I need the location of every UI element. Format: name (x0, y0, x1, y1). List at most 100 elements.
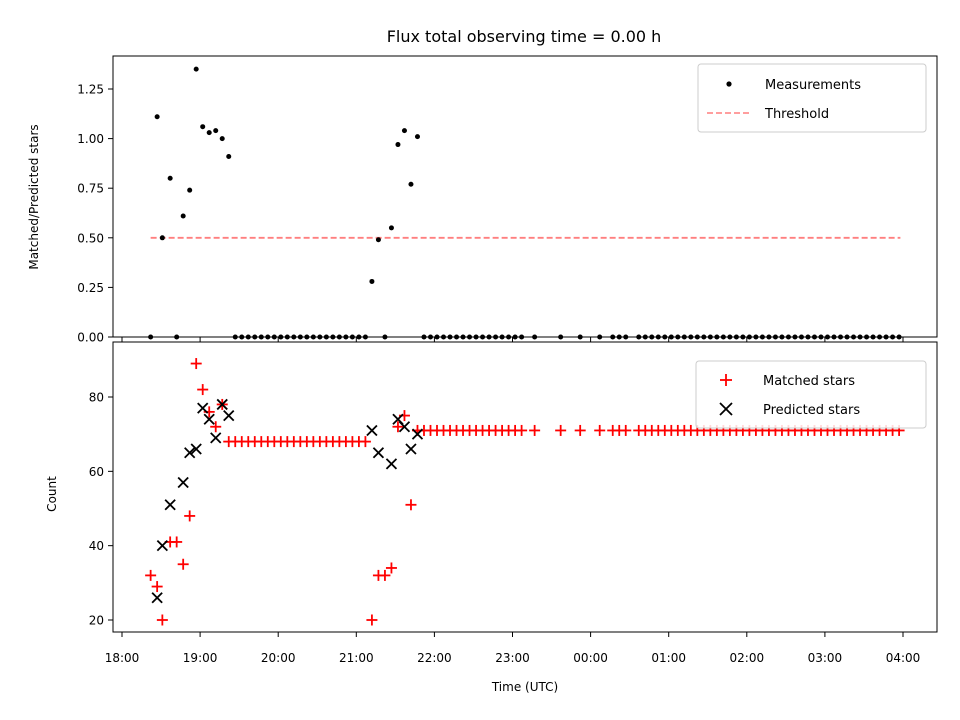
measurement-point (245, 334, 251, 340)
predicted-star-stroke-b (177, 476, 189, 489)
measurement-point (694, 334, 700, 340)
legend-predicted-label: Predicted stars (763, 403, 860, 418)
measurement-point (733, 334, 739, 340)
measurement-point (427, 334, 433, 340)
bottom-y-tick-label: 20 (89, 614, 104, 628)
measurement-point (759, 334, 765, 340)
measurement-point (480, 334, 486, 340)
predicted-star-point (223, 409, 235, 422)
matched-star-point (145, 569, 157, 581)
measurement-point (864, 334, 870, 340)
measurement-point (512, 334, 518, 340)
measurement-point (310, 334, 316, 340)
measurement-point (890, 334, 896, 340)
measurement-point (239, 334, 245, 340)
measurement-point (831, 334, 837, 340)
measurement-point (180, 213, 186, 219)
measurement-point (382, 334, 388, 340)
measurement-point (343, 334, 349, 340)
top-y-tick-label: 0.00 (77, 331, 104, 345)
measurement-point (408, 181, 414, 187)
chart-title: Flux total observing time = 0.00 h (387, 27, 662, 46)
predicted-star-stroke-b (398, 421, 411, 433)
measurement-point (414, 134, 420, 140)
top-y-ticks: 0.00 0.25 0.50 0.75 1.00 1.25 (77, 83, 113, 345)
measurement-point (174, 334, 180, 340)
measurement-point (206, 130, 212, 136)
measurement-point (317, 334, 323, 340)
predicted-star-stroke-b (164, 499, 176, 511)
bottom-y-ticks: 20 40 60 80 (89, 391, 113, 628)
measurement-point (746, 334, 752, 340)
measurement-point (766, 334, 772, 340)
measurement-point (395, 142, 401, 148)
top-y-tick-label: 0.50 (77, 231, 104, 245)
measurement-point (421, 334, 427, 340)
predicted-star-stroke-b (216, 398, 228, 411)
measurement-point (226, 153, 232, 159)
legend-measurements-marker (726, 81, 732, 87)
measurement-point (258, 334, 264, 340)
measurement-point (655, 334, 661, 340)
predicted-star-point (203, 413, 215, 425)
measurement-point (493, 334, 499, 340)
measurement-point (610, 334, 616, 340)
x-tick-label: 19:00 (183, 651, 218, 665)
measurement-point (187, 187, 193, 193)
measurement-point (616, 334, 622, 340)
matched-star-point (151, 581, 163, 593)
measurement-point (506, 334, 512, 340)
measurement-point (798, 334, 804, 340)
measurement-point (349, 334, 355, 340)
measurement-point (291, 334, 297, 340)
measurement-point (532, 334, 538, 340)
measurement-point (167, 175, 173, 181)
predicted-star-stroke-b (385, 458, 398, 470)
x-axis-label: Time (UTC) (491, 680, 558, 694)
measurement-point (473, 334, 479, 340)
measurement-point (219, 136, 225, 142)
measurement-point (330, 334, 336, 340)
predicted-star-stroke-b (405, 443, 417, 455)
predicted-star-point (216, 398, 228, 411)
measurement-point (818, 334, 824, 340)
matched-star-point (197, 384, 209, 396)
measurement-point (675, 334, 681, 340)
predicted-star-point (372, 447, 385, 459)
x-tick-label: 04:00 (886, 651, 921, 665)
measurement-point (193, 66, 199, 72)
measurement-point (740, 334, 746, 340)
measurement-point (304, 334, 310, 340)
predicted-star-stroke-b (151, 592, 163, 604)
predicted-star-point (210, 432, 222, 444)
measurement-point (297, 334, 303, 340)
predicted-star-stroke-b (372, 447, 385, 459)
predicted-star-stroke-b (190, 443, 202, 455)
predicted-star-point (405, 443, 417, 455)
matched-star-point (366, 614, 378, 626)
measurement-point (877, 334, 883, 340)
matched-star-point (171, 536, 183, 548)
measurement-point (844, 334, 850, 340)
measurement-point (720, 334, 726, 340)
top-y-tick-label: 0.75 (77, 182, 104, 196)
measurement-point (154, 114, 160, 120)
predicted-star-stroke-b (366, 424, 378, 437)
matched-star-point (210, 421, 222, 433)
matched-star-point (516, 424, 528, 436)
x-tick-label: 22:00 (417, 651, 452, 665)
predicted-star-point (156, 540, 168, 552)
predicted-star-point (411, 428, 424, 440)
measurement-point (811, 334, 817, 340)
measurement-point (148, 334, 154, 340)
measurement-point (870, 334, 876, 340)
legend-matched-label: Matched stars (763, 374, 855, 389)
measurement-point (779, 334, 785, 340)
measurement-point (857, 334, 863, 340)
x-tick-label: 00:00 (573, 651, 608, 665)
measurement-point (375, 237, 381, 243)
x-tick-label: 02:00 (730, 651, 765, 665)
measurement-point (434, 334, 440, 340)
measurement-point (688, 334, 694, 340)
predicted-star-stroke-b (210, 432, 222, 444)
